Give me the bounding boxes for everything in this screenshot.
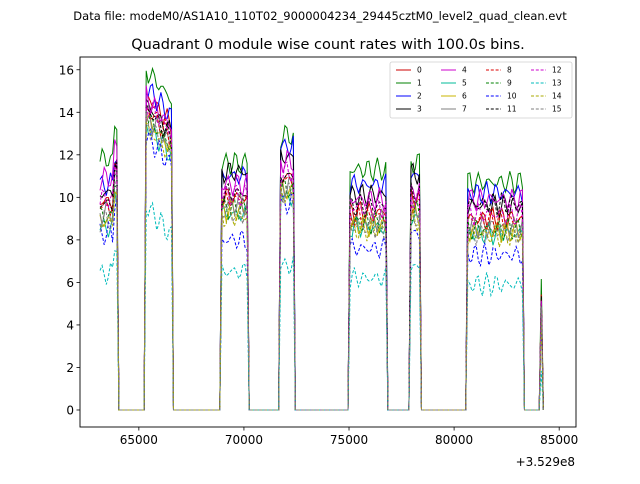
y-tick-label: 14 <box>59 106 74 120</box>
y-tick-label: 10 <box>59 191 74 205</box>
legend-label: 8 <box>507 66 512 75</box>
series-line-15 <box>99 110 544 411</box>
legend-label: 3 <box>417 105 422 114</box>
x-tick-label: 70000 <box>225 433 263 447</box>
series-lines <box>99 66 544 411</box>
legend-label: 6 <box>462 92 467 101</box>
legend-box <box>389 61 573 119</box>
legend-label: 0 <box>417 66 422 75</box>
legend-label: 13 <box>552 79 562 88</box>
y-tick-label: 6 <box>66 276 74 290</box>
y-tick-label: 8 <box>66 233 74 247</box>
y-tick-label: 16 <box>59 63 74 77</box>
x-offset-label: +3.529e8 <box>516 455 575 469</box>
y-axis: 0 2 4 6 8 10 12 14 16 <box>59 63 80 417</box>
plot-frame <box>79 56 577 428</box>
legend-label: 10 <box>507 92 517 101</box>
chart-title: Quadrant 0 module wise count rates with … <box>131 37 525 53</box>
x-tick-label: 65000 <box>120 433 158 447</box>
file-suptitle: Data file: modeM0/AS1A10_110T02_90000042… <box>73 9 567 23</box>
legend-label: 9 <box>507 79 512 88</box>
legend-label: 14 <box>552 92 562 101</box>
y-tick-label: 4 <box>66 318 74 332</box>
legend-label: 2 <box>417 92 422 101</box>
legend-label: 15 <box>552 105 562 114</box>
legend-label: 12 <box>552 66 562 75</box>
x-tick-label: 80000 <box>435 433 473 447</box>
legend-label: 11 <box>507 105 517 114</box>
x-tick-label: 85000 <box>540 433 578 447</box>
x-tick-label: 75000 <box>330 433 368 447</box>
legend-label: 7 <box>462 105 467 114</box>
y-tick-label: 12 <box>59 148 74 162</box>
x-axis: 65000 70000 75000 80000 85000 <box>120 427 578 447</box>
y-tick-label: 0 <box>66 403 74 417</box>
legend-label: 1 <box>417 79 422 88</box>
y-tick-label: 2 <box>66 361 74 375</box>
legend-label: 4 <box>462 66 467 75</box>
legend-label: 5 <box>462 79 467 88</box>
